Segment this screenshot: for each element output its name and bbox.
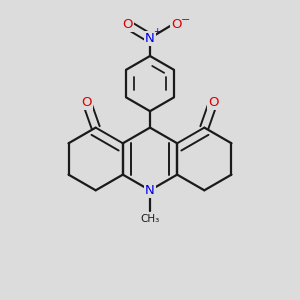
Text: O: O — [208, 96, 218, 109]
Text: N: N — [145, 184, 155, 197]
Text: −: − — [181, 15, 190, 25]
Text: +: + — [153, 27, 160, 36]
Text: O: O — [82, 96, 92, 109]
Text: O: O — [171, 18, 181, 31]
Text: CH₃: CH₃ — [140, 214, 160, 224]
Text: N: N — [145, 32, 155, 45]
Text: O: O — [122, 18, 133, 31]
